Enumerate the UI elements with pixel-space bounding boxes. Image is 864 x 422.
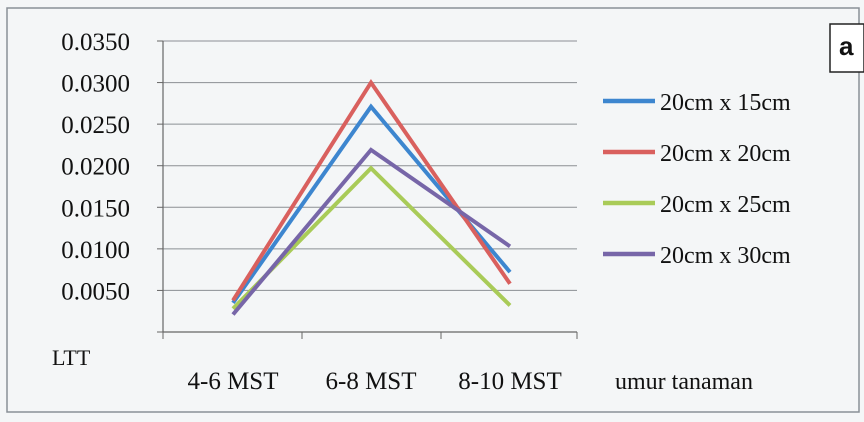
x-tick-labels: 4-6 MST 6-8 MST 8-10 MST xyxy=(188,368,562,395)
axes xyxy=(157,40,578,339)
series-lines xyxy=(231,78,512,316)
legend-label-1: 20cm x 15cm xyxy=(660,90,791,116)
chart-border xyxy=(6,7,860,413)
series-line-4 xyxy=(231,147,512,316)
gridlines xyxy=(163,40,577,291)
legend-label-4: 20cm x 30cm xyxy=(660,243,791,269)
y-tick-label: 0.0300 xyxy=(61,71,130,98)
y-tick-label: 0.0100 xyxy=(61,237,130,264)
x-tick-label: 6-8 MST xyxy=(326,368,417,395)
series-line-2 xyxy=(231,78,512,302)
y-tick-label: 0.0350 xyxy=(61,29,130,56)
panel-label-box xyxy=(829,23,864,73)
series-line-1 xyxy=(231,103,512,305)
y-axis-label: LTT xyxy=(52,345,91,370)
x-tick-label: 4-6 MST xyxy=(188,368,279,395)
panel-label: a xyxy=(839,31,854,61)
legend: 20cm x 15cm 20cm x 20cm 20cm x 25cm 20cm x … xyxy=(603,90,791,269)
x-axis-label: umur tanaman xyxy=(615,369,753,395)
legend-label-2: 20cm x 20cm xyxy=(660,141,791,167)
x-tick-label: 8-10 MST xyxy=(458,368,561,395)
y-tick-label: 0.0200 xyxy=(61,154,130,181)
y-tick-label: 0.0250 xyxy=(61,112,130,139)
y-tick-labels: 0.0350 0.0300 0.0250 0.0200 0.0150 0.0100 0.00… xyxy=(61,29,130,305)
legend-label-3: 20cm x 25cm xyxy=(660,192,791,218)
y-tick-label: 0.0050 xyxy=(61,278,130,305)
y-tick-label: 0.0150 xyxy=(61,195,130,222)
